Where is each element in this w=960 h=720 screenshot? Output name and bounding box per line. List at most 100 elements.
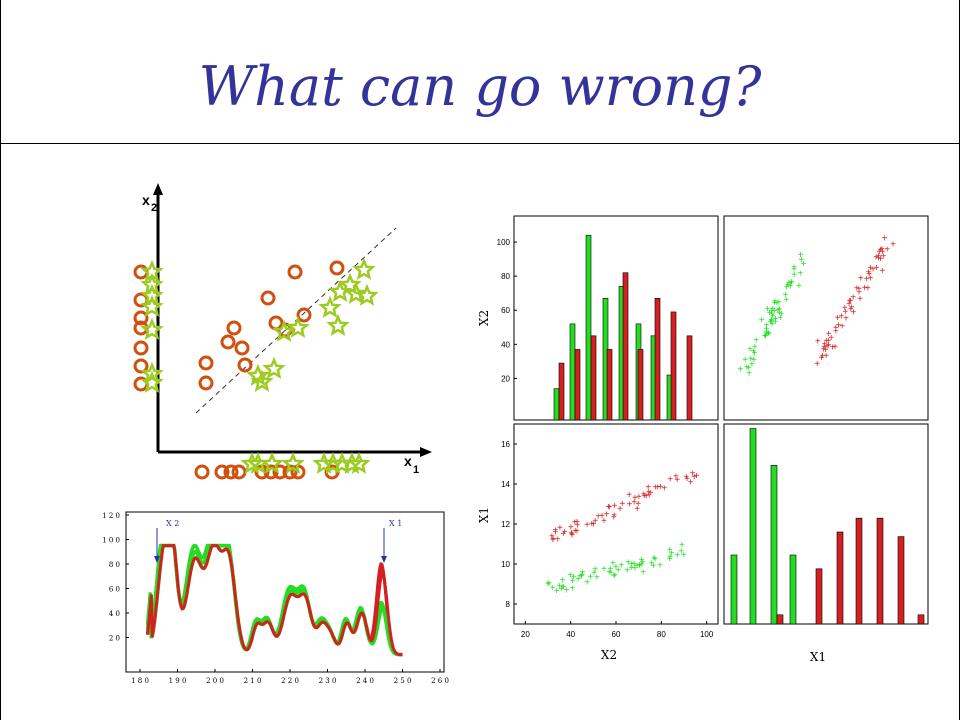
- scatter-tr-point-red: +: [850, 307, 856, 318]
- scatter-tr-point-green: +: [770, 311, 776, 322]
- scatter-tr-point-green: +: [766, 329, 772, 340]
- scatter-bl-point-red: +: [648, 488, 654, 499]
- scatter-bl-ytick-label: 16: [501, 440, 510, 449]
- scatter-tr-point-red: +: [878, 254, 884, 265]
- scatter-tr-point-red: +: [846, 299, 852, 310]
- scatter-bl-point-green: +: [558, 584, 564, 595]
- projection-circle-x: [231, 464, 247, 480]
- scatter-bl-ytick-label: 8: [506, 600, 511, 609]
- line-chart-ytick-label: 4 0: [109, 610, 120, 618]
- projection-circle-x: [272, 464, 288, 480]
- scatter-tr-point-green: +: [765, 328, 771, 339]
- scatter-tr-point-green: +: [801, 259, 807, 270]
- hist-x1-bar-red: [776, 614, 784, 625]
- scatter-bl-point-red: +: [634, 504, 640, 515]
- scatter-bl-xtick-label: 20: [521, 630, 530, 639]
- scatter-tr-point-green: +: [769, 309, 775, 320]
- scatter-tr-point-red: +: [879, 247, 885, 258]
- scatter-tr-point-red: +: [876, 251, 882, 262]
- scatter-tr-point-red: +: [854, 284, 860, 295]
- scatter-bl-point-green: +: [607, 564, 613, 575]
- projection-circle-x: [214, 464, 230, 480]
- class-b-star: [246, 363, 270, 386]
- class-b-star: [250, 369, 274, 392]
- scatter-tr-point-red: +: [820, 351, 826, 362]
- projection-star-y: [140, 317, 164, 340]
- class-b-star: [338, 272, 362, 295]
- scatter-bl-point-red: +: [674, 475, 680, 486]
- scatter-bl-point-red: +: [569, 529, 575, 540]
- scatter-bl-point-green: +: [580, 567, 586, 578]
- class-a-circle: [237, 357, 253, 373]
- line-chart-xtick-label: 2 5 0: [394, 677, 412, 685]
- annotation-x1: X 1: [381, 519, 402, 563]
- hist-x1-bar-red: [876, 517, 884, 625]
- scatter-tr-point-green: +: [763, 331, 769, 342]
- scatter-tr-point-red: +: [873, 263, 879, 274]
- annotation-x1-label: X 1: [389, 519, 402, 528]
- hist-x1-bar-green: [789, 554, 797, 625]
- scatter-tr-point-green: +: [770, 304, 776, 315]
- scatter-bl-point-red: +: [617, 504, 623, 515]
- scatter-tr-point-red: +: [879, 244, 885, 255]
- scatter-tr-point-red: +: [880, 251, 886, 262]
- scatter-tr-point-green: +: [773, 314, 779, 325]
- scatter-tr-point-green: +: [797, 269, 803, 280]
- scatter-bl-point-red: +: [684, 474, 690, 485]
- annotation-x2: X 2: [154, 519, 179, 563]
- scatter-bl-point-green: +: [612, 571, 618, 582]
- matrix-panel-bottom-right: [723, 423, 929, 625]
- class-b-star: [286, 315, 310, 338]
- scatter-tr-point-red: +: [823, 345, 829, 356]
- scatter-bl-point-green: +: [587, 572, 593, 583]
- scatter-bl-point-green: +: [638, 555, 644, 566]
- scatter-bl-point-green: +: [554, 586, 560, 597]
- matrix-panel-bottom-left: [513, 423, 719, 625]
- scatter-bl-point-red: +: [592, 516, 598, 527]
- scatter-tr-point-green: +: [775, 306, 781, 317]
- x-axis-arrow: [420, 447, 432, 457]
- scatter-bl-point-red: +: [645, 483, 651, 494]
- scatter-bl-point-green: +: [579, 571, 585, 582]
- scatter-bl-point-green: +: [674, 551, 680, 562]
- line-chart-ytick-label: 1 2 0: [102, 512, 120, 520]
- scatter-bl-point-red: +: [627, 500, 633, 511]
- scatter-bl-point-green: +: [556, 581, 562, 592]
- hist-x1-bar-green: [730, 554, 738, 625]
- scatter-bl-point-red: +: [694, 471, 700, 482]
- scatter-bl-point-red: +: [572, 518, 578, 529]
- scatter-tr-point-green: +: [789, 277, 795, 288]
- scatter-tr-point-green: +: [782, 290, 788, 301]
- scatter-bl-point-green: +: [667, 545, 673, 556]
- hist-x2-bar-red: [590, 335, 597, 421]
- scatter-bl-point-green: +: [575, 575, 581, 586]
- hist-x2-bar-red: [606, 349, 613, 421]
- scatter-bl-point-red: +: [572, 526, 578, 537]
- scatter-tr-point-red: +: [873, 253, 879, 264]
- scatter-bl-point-red: +: [690, 469, 696, 480]
- hist-x2-ytick-label: 40: [501, 340, 510, 349]
- scatter-tr-point-green: +: [774, 299, 780, 310]
- scatter-bl-point-green: +: [650, 561, 656, 572]
- scatter-tr-point-red: +: [878, 245, 884, 256]
- scatter-tr-point-red: +: [849, 302, 855, 313]
- scatter-tr-point-green: +: [747, 345, 753, 356]
- scatter-tr-point-red: +: [842, 303, 848, 314]
- class-b-star: [326, 313, 350, 336]
- scatter-bl-point-green: +: [628, 560, 634, 571]
- scatter-tr-point-red: +: [826, 340, 832, 351]
- hist-x1-bar-green: [770, 464, 778, 625]
- scatter-tr-point-green: +: [772, 317, 778, 328]
- scatter-tr-point-green: +: [785, 280, 791, 291]
- scatter-tr-point-green: +: [768, 306, 774, 317]
- scatter-bl-point-red: +: [611, 513, 617, 524]
- scatter-bl-point-red: +: [601, 516, 607, 527]
- scatter-tr-point-red: +: [867, 263, 873, 274]
- slide-title: What can go wrong?: [198, 55, 762, 118]
- scatter-tr-point-green: +: [798, 250, 804, 261]
- line-chart-xtick-label: 2 0 0: [206, 677, 224, 685]
- scatter-tr-point-red: +: [857, 294, 863, 305]
- class-b-star: [262, 356, 286, 379]
- scatter-tr-point-red: +: [858, 273, 864, 284]
- scatter-tr-point-red: +: [842, 307, 848, 318]
